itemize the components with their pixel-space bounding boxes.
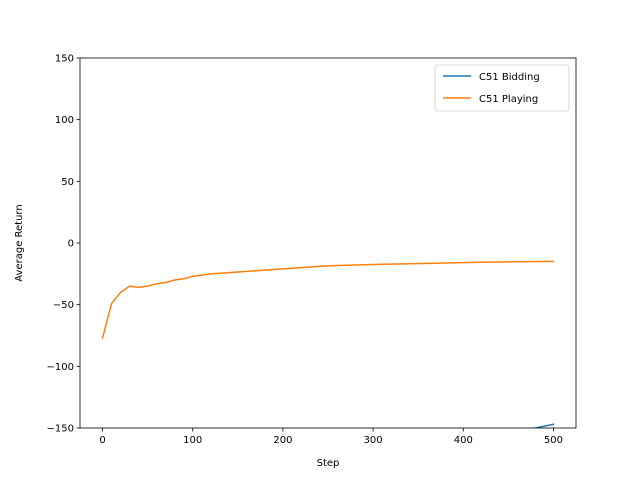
legend-label: C51 Bidding xyxy=(479,72,540,83)
x-tick-label: 200 xyxy=(273,435,292,446)
x-tick-label: 400 xyxy=(454,435,473,446)
y-tick-label: −100 xyxy=(47,362,74,373)
plot-area xyxy=(80,58,576,428)
y-tick-label: 50 xyxy=(61,177,74,188)
y-tick-label: −50 xyxy=(53,300,74,311)
x-tick-label: 100 xyxy=(183,435,202,446)
series-line-0 xyxy=(529,423,555,428)
legend: C51 Bidding C51 Playing xyxy=(434,64,570,112)
y-tick-label: 0 xyxy=(68,239,74,250)
y-tick-label: 150 xyxy=(55,54,74,65)
series-line-1 xyxy=(101,260,555,339)
x-tick-label: 300 xyxy=(364,435,383,446)
x-tick-label: 500 xyxy=(544,435,563,446)
series-layer xyxy=(101,260,555,428)
axes: 0 100 200 300 400 500 −150 −100 −50 0 50 100 150 xyxy=(47,54,577,446)
x-axis-label: Step xyxy=(317,458,340,469)
plot-background xyxy=(80,58,576,428)
y-axis-label: Average Return xyxy=(14,204,25,281)
legend-label: C51 Playing xyxy=(479,94,538,105)
y-tick-label: −150 xyxy=(47,424,74,435)
y-tick-label: 100 xyxy=(55,115,74,126)
x-tick-label: 0 xyxy=(99,435,105,446)
